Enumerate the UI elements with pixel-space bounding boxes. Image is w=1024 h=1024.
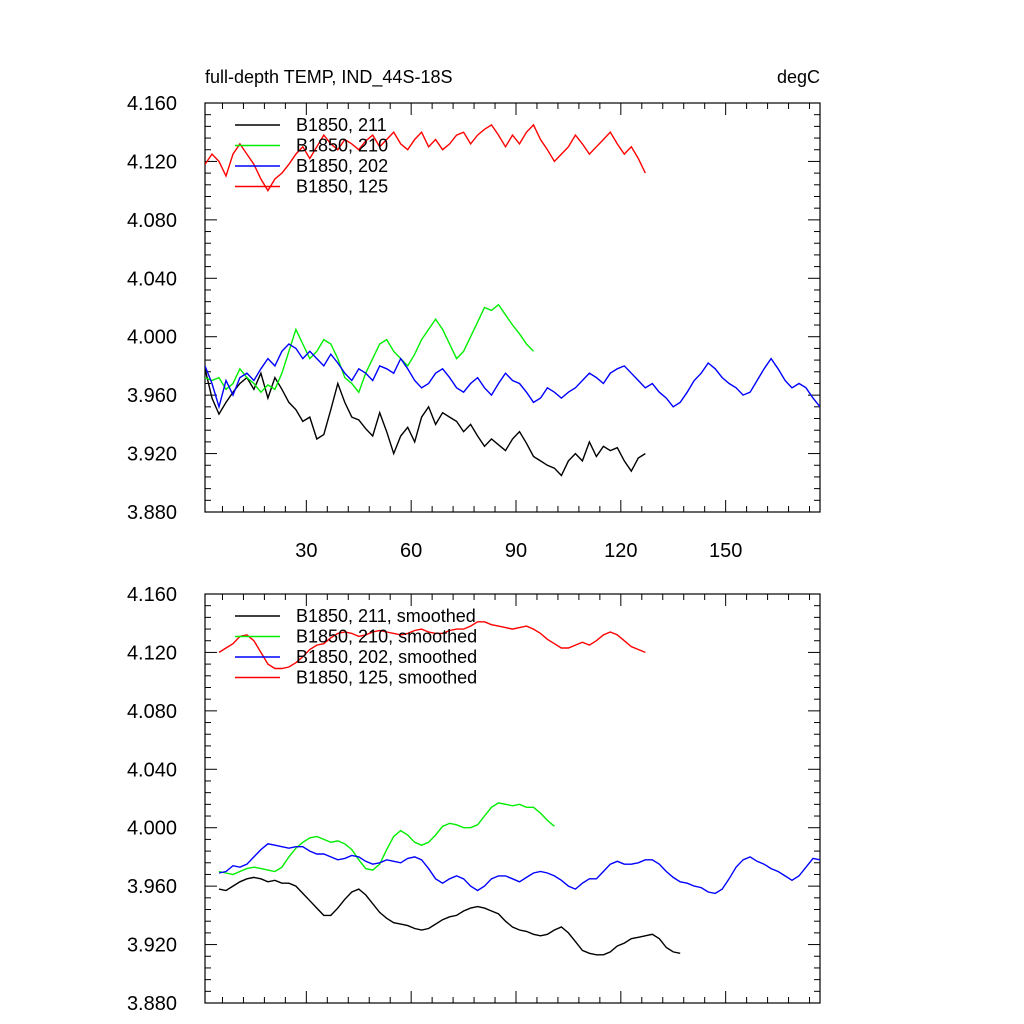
legend-label: B1850, 211, smoothed (296, 606, 476, 626)
y-tick-label: 4.040 (127, 759, 177, 781)
bottom-panel: 3.880 3.920 3.960 4.000 4.040 4.080 4.120 4.160… (127, 584, 821, 1015)
y-tick-label: 4.080 (127, 701, 177, 723)
y-tick-label: 4.000 (127, 818, 177, 840)
y-tick-label: 3.880 (127, 502, 177, 524)
y-tick-label: 4.160 (127, 93, 177, 115)
top-panel: 3.880 3.920 3.960 4.000 4.040 4.080 4.120 4.160… (127, 93, 821, 562)
legend-label: B1850, 211 (296, 115, 387, 135)
y-tick-label: 4.080 (127, 210, 177, 232)
series-line-3 (205, 123, 646, 192)
x-tick-label: 30 (295, 540, 317, 562)
series-line-0 (218, 876, 681, 956)
chart-title: full-depth TEMP, IND_44S-18S (205, 67, 452, 88)
y-tick-label: 4.120 (127, 642, 177, 664)
series-line-2 (218, 843, 820, 895)
x-tick-label: 60 (400, 540, 422, 562)
y-tick-label: 3.960 (127, 385, 177, 407)
x-tick-label: 90 (505, 540, 527, 562)
plot-frame (204, 593, 821, 1004)
series-line-1 (205, 303, 535, 394)
y-tick-label: 4.160 (127, 584, 177, 606)
legend-label: B1850, 125, smoothed (296, 668, 477, 688)
legend-label: B1850, 202 (296, 156, 388, 176)
series-line-0 (205, 368, 646, 477)
x-tick-label: 120 (604, 540, 637, 562)
chart-units: degC (777, 67, 820, 87)
series-line-2 (205, 343, 820, 410)
legend-label: B1850, 125 (296, 177, 388, 197)
legend-label: B1850, 210, smoothed (296, 627, 477, 647)
legend-label: B1850, 210 (296, 136, 388, 156)
y-tick-label: 3.920 (127, 444, 177, 466)
legend-label: B1850, 202, smoothed (296, 647, 477, 667)
y-tick-label: 4.000 (127, 327, 177, 349)
plot-frame (204, 102, 821, 513)
x-tick-label: 150 (709, 540, 742, 562)
series-line-1 (218, 802, 555, 876)
y-tick-label: 3.920 (127, 935, 177, 957)
series-line-3 (218, 621, 646, 670)
y-tick-label: 4.040 (127, 268, 177, 290)
y-tick-label: 3.880 (127, 993, 177, 1015)
y-tick-label: 4.120 (127, 151, 177, 173)
y-tick-label: 3.960 (127, 876, 177, 898)
